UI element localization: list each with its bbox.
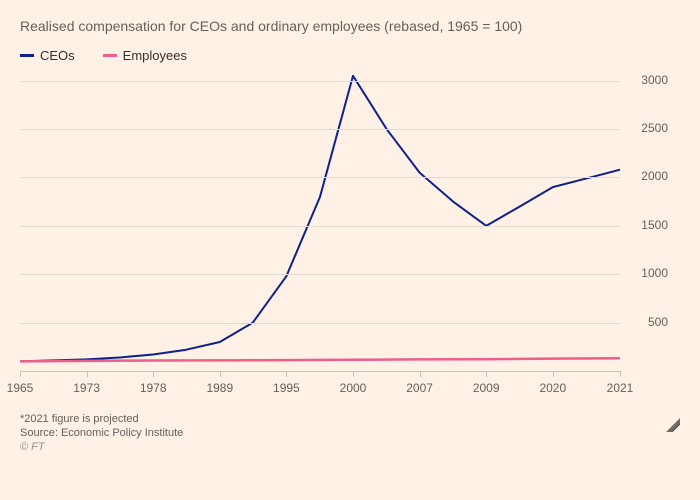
- source-line: Source: Economic Policy Institute: [20, 427, 680, 439]
- legend-label-employees: Employees: [123, 48, 187, 63]
- x-axis-label: 2020: [539, 381, 566, 395]
- y-axis-label: 500: [628, 315, 668, 329]
- series-ceos: [20, 76, 620, 361]
- x-tick: [153, 371, 154, 377]
- x-axis-label: 1965: [7, 381, 34, 395]
- y-axis-label: 2500: [628, 121, 668, 135]
- legend-item-ceos: CEOs: [20, 48, 75, 63]
- y-axis-label: 1000: [628, 266, 668, 280]
- x-axis-baseline: [20, 371, 620, 372]
- x-axis-label: 2021: [607, 381, 634, 395]
- legend-item-employees: Employees: [103, 48, 187, 63]
- x-tick: [353, 371, 354, 377]
- x-axis-label: 1989: [206, 381, 233, 395]
- gridline: [20, 274, 620, 275]
- legend: CEOs Employees: [20, 48, 680, 63]
- gridline: [20, 177, 620, 178]
- chart-container: Realised compensation for CEOs and ordin…: [0, 0, 700, 500]
- x-axis-label: 2009: [473, 381, 500, 395]
- resize-corner-icon: [666, 418, 680, 432]
- x-tick: [553, 371, 554, 377]
- x-tick: [20, 371, 21, 377]
- x-axis-label: 2007: [406, 381, 433, 395]
- x-tick: [486, 371, 487, 377]
- x-tick: [620, 371, 621, 377]
- x-tick: [420, 371, 421, 377]
- y-axis-label: 2000: [628, 169, 668, 183]
- x-tick: [286, 371, 287, 377]
- x-axis-label: 2000: [340, 381, 367, 395]
- gridline: [20, 323, 620, 324]
- legend-swatch-ceos: [20, 54, 34, 57]
- legend-label-ceos: CEOs: [40, 48, 75, 63]
- y-axis-label: 3000: [628, 73, 668, 87]
- chart-svg: [20, 71, 680, 373]
- y-axis-label: 1500: [628, 218, 668, 232]
- gridline: [20, 81, 620, 82]
- x-axis-label: 1978: [140, 381, 167, 395]
- copyright: © FT: [20, 441, 680, 453]
- x-tick: [220, 371, 221, 377]
- chart-subtitle: Realised compensation for CEOs and ordin…: [20, 18, 680, 34]
- gridline: [20, 129, 620, 130]
- legend-swatch-employees: [103, 54, 117, 57]
- gridline: [20, 226, 620, 227]
- footnote: *2021 figure is projected: [20, 413, 680, 425]
- x-tick: [87, 371, 88, 377]
- chart-area: 5001000150020002500300019651973197819891…: [20, 71, 680, 401]
- x-axis-label: 1995: [273, 381, 300, 395]
- x-axis-label: 1973: [73, 381, 100, 395]
